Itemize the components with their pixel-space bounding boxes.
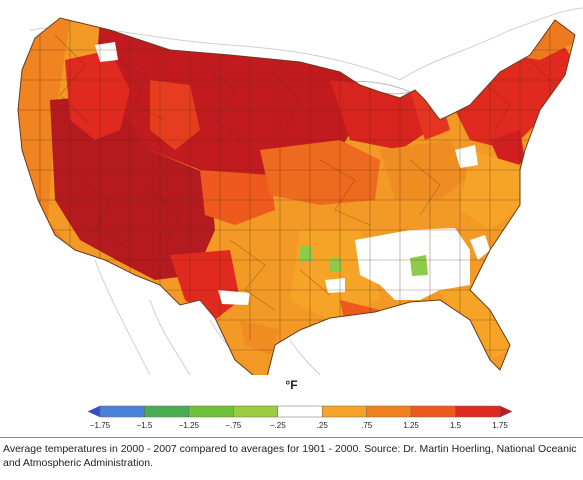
legend-tick-label: −.25 — [270, 421, 286, 430]
us-map-svg — [17, 7, 583, 386]
legend-swatch — [366, 405, 412, 418]
legend-arrow-right — [499, 405, 513, 418]
legend-swatch — [321, 405, 367, 418]
legend-tick-label: −1.75 — [90, 421, 111, 430]
legend-tick-label: 1.25 — [403, 421, 419, 430]
color-legend: −1.75 −1.5 −1.25 −.75 −.25 .25 .75 1.25 1.5 1.75 — [0, 398, 583, 434]
legend-swatch — [188, 405, 234, 418]
legend-swatch — [277, 405, 323, 418]
legend-swatch — [410, 405, 456, 418]
legend-tick-label: −1.5 — [137, 421, 153, 430]
legend-tick-label: −.75 — [225, 421, 241, 430]
caption-divider — [0, 437, 583, 438]
legend-arrow-left — [87, 405, 101, 418]
legend-tick-label: −1.25 — [179, 421, 200, 430]
legend-svg: −1.75 −1.5 −1.25 −.75 −.25 .25 .75 1.25 1.5 1.75 — [87, 405, 513, 430]
legend-tick-label: 1.75 — [492, 421, 508, 430]
unit-label: °F — [285, 378, 298, 392]
legend-swatch — [144, 405, 190, 418]
figure-caption: Average temperatures in 2000 - 2007 comp… — [3, 443, 577, 469]
legend-swatch — [99, 405, 145, 418]
legend-tick-label: .75 — [361, 421, 373, 430]
legend-swatch — [233, 405, 279, 418]
legend-tick-label: .25 — [317, 421, 329, 430]
us-temperature-map — [17, 7, 583, 386]
legend-swatch — [455, 405, 501, 418]
legend-tick-label: 1.5 — [450, 421, 462, 430]
